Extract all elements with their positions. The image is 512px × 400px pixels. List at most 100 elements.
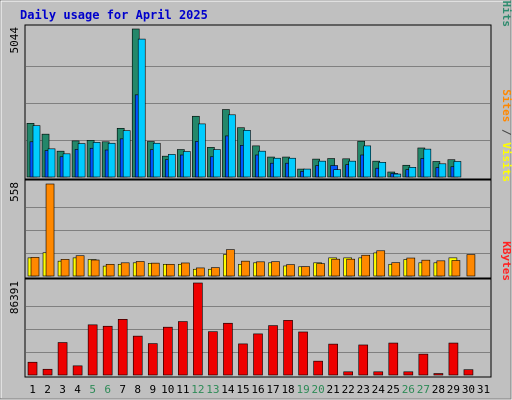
panel-middle: 558 Sites / Visits [8, 89, 512, 279]
bar-pages-day-14 [228, 114, 236, 178]
chart-panels: 5044 Pages / Files / Hits 558 Sites / Visit… [8, 0, 512, 378]
bar-kbytes-day-11 [178, 321, 188, 376]
panel-legend: Pages / Files / Hits [500, 0, 512, 27]
x-tick-day-7: 7 [119, 383, 126, 396]
legend-entry: Visits [500, 142, 512, 182]
bar-kbytes-day-18 [283, 320, 293, 376]
bar-pages-day-1 [32, 125, 41, 178]
axis-max-label: 86391 [8, 281, 21, 314]
legend-entry: / [500, 0, 512, 1]
bar-kbytes-day-30 [463, 369, 474, 376]
bar-pages-day-10 [167, 154, 176, 178]
bar-sites-day-16 [256, 261, 265, 277]
x-tick-day-3: 3 [59, 383, 66, 396]
x-tick-day-12: 12 [191, 383, 204, 396]
bar-pages-day-26 [408, 167, 417, 178]
bar-pages-day-7 [122, 130, 131, 178]
bar-kbytes-day-19 [298, 331, 308, 376]
bar-kbytes-day-5 [87, 324, 98, 376]
series-pages [32, 38, 462, 178]
bar-sites-day-10 [165, 263, 175, 277]
bar-sites-day-20 [316, 263, 325, 277]
x-tick-day-22: 22 [342, 383, 355, 396]
legend-entry: Sites [500, 89, 512, 122]
bar-sites-day-24 [376, 250, 386, 277]
bar-kbytes-day-24 [373, 371, 384, 376]
bar-kbytes-day-28 [433, 373, 444, 376]
chart-title: Daily usage for April 2025 [20, 8, 208, 22]
x-tick-day-28: 28 [432, 383, 445, 396]
x-tick-day-18: 18 [281, 383, 294, 396]
bar-pages-day-24 [378, 162, 387, 178]
legend-entry: / [500, 122, 512, 142]
bar-pages-day-9 [152, 142, 161, 178]
x-tick-day-1: 1 [29, 383, 36, 396]
bar-sites-day-27 [421, 259, 431, 277]
bar-sites-day-8 [135, 261, 145, 277]
bar-pages-day-8 [137, 38, 146, 178]
bar-sites-day-11 [181, 262, 190, 277]
x-axis-day-labels: 1 2 3 4 5 6 7 8 9 10 11 12 13 14 15 16 17 18 19 20 21 22 23 24 2… [29, 383, 490, 396]
bar-kbytes-day-9 [147, 343, 158, 376]
bar-sites-day-4 [75, 255, 85, 277]
bar-sites-day-2 [45, 183, 55, 277]
x-tick-day-19: 19 [296, 383, 309, 396]
bar-sites-day-21 [331, 258, 340, 277]
bar-sites-day-22 [346, 258, 355, 277]
bar-pages-day-18 [288, 157, 296, 178]
legend-entry: KBytes [500, 241, 512, 281]
bar-kbytes-day-15 [238, 343, 248, 376]
bar-kbytes-day-16 [253, 333, 263, 376]
panel-legend: KBytes [500, 241, 512, 281]
bar-kbytes-day-13 [208, 331, 218, 376]
axis-max-label: 5044 [8, 27, 21, 54]
x-tick-day-13: 13 [206, 383, 219, 396]
bar-sites-day-30 [466, 254, 476, 277]
bar-kbytes-day-7 [117, 319, 128, 376]
bar-pages-day-3 [62, 153, 71, 178]
x-tick-day-4: 4 [74, 383, 81, 396]
bar-sites-day-9 [150, 262, 160, 277]
x-tick-day-10: 10 [161, 383, 174, 396]
bar-sites-day-14 [226, 249, 235, 277]
x-tick-day-20: 20 [312, 383, 325, 396]
bar-kbytes-day-22 [343, 371, 353, 376]
x-tick-day-26: 26 [402, 383, 415, 396]
bar-pages-day-28 [438, 163, 447, 178]
bar-pages-day-13 [213, 149, 221, 178]
bar-sites-day-28 [436, 260, 446, 277]
bar-kbytes-day-1 [27, 361, 38, 376]
bar-kbytes-day-17 [268, 325, 278, 376]
series-sites [30, 183, 476, 277]
x-tick-day-25: 25 [387, 383, 400, 396]
bar-sites-day-12 [196, 267, 205, 277]
bar-sites-day-17 [271, 261, 280, 277]
x-tick-day-15: 15 [236, 383, 249, 396]
bar-kbytes-day-10 [163, 326, 173, 376]
bar-pages-day-29 [453, 161, 462, 178]
x-tick-day-8: 8 [134, 383, 141, 396]
panel-top: 5044 Pages / Files / Hits [8, 0, 512, 180]
bar-pages-day-19 [303, 168, 311, 178]
bar-sites-day-5 [90, 259, 100, 277]
bar-sites-day-23 [361, 254, 371, 277]
bar-kbytes-day-29 [448, 342, 459, 376]
bar-sites-day-6 [105, 263, 115, 277]
bar-pages-day-5 [92, 142, 101, 178]
panel-bottom: 86391 KBytes [8, 241, 512, 378]
bar-pages-day-23 [363, 145, 372, 178]
x-tick-day-9: 9 [149, 383, 156, 396]
bar-kbytes-day-4 [72, 365, 83, 376]
bar-sites-day-18 [286, 264, 295, 277]
x-tick-day-23: 23 [357, 383, 370, 396]
x-tick-day-17: 17 [266, 383, 279, 396]
bar-kbytes-day-3 [57, 342, 68, 376]
bar-pages-day-16 [258, 150, 266, 178]
x-tick-day-30: 30 [462, 383, 475, 396]
bar-pages-day-11 [183, 151, 191, 178]
x-tick-day-29: 29 [447, 383, 460, 396]
x-tick-day-31: 31 [477, 383, 490, 396]
x-tick-day-11: 11 [176, 383, 189, 396]
bar-sites-day-1 [30, 257, 40, 277]
